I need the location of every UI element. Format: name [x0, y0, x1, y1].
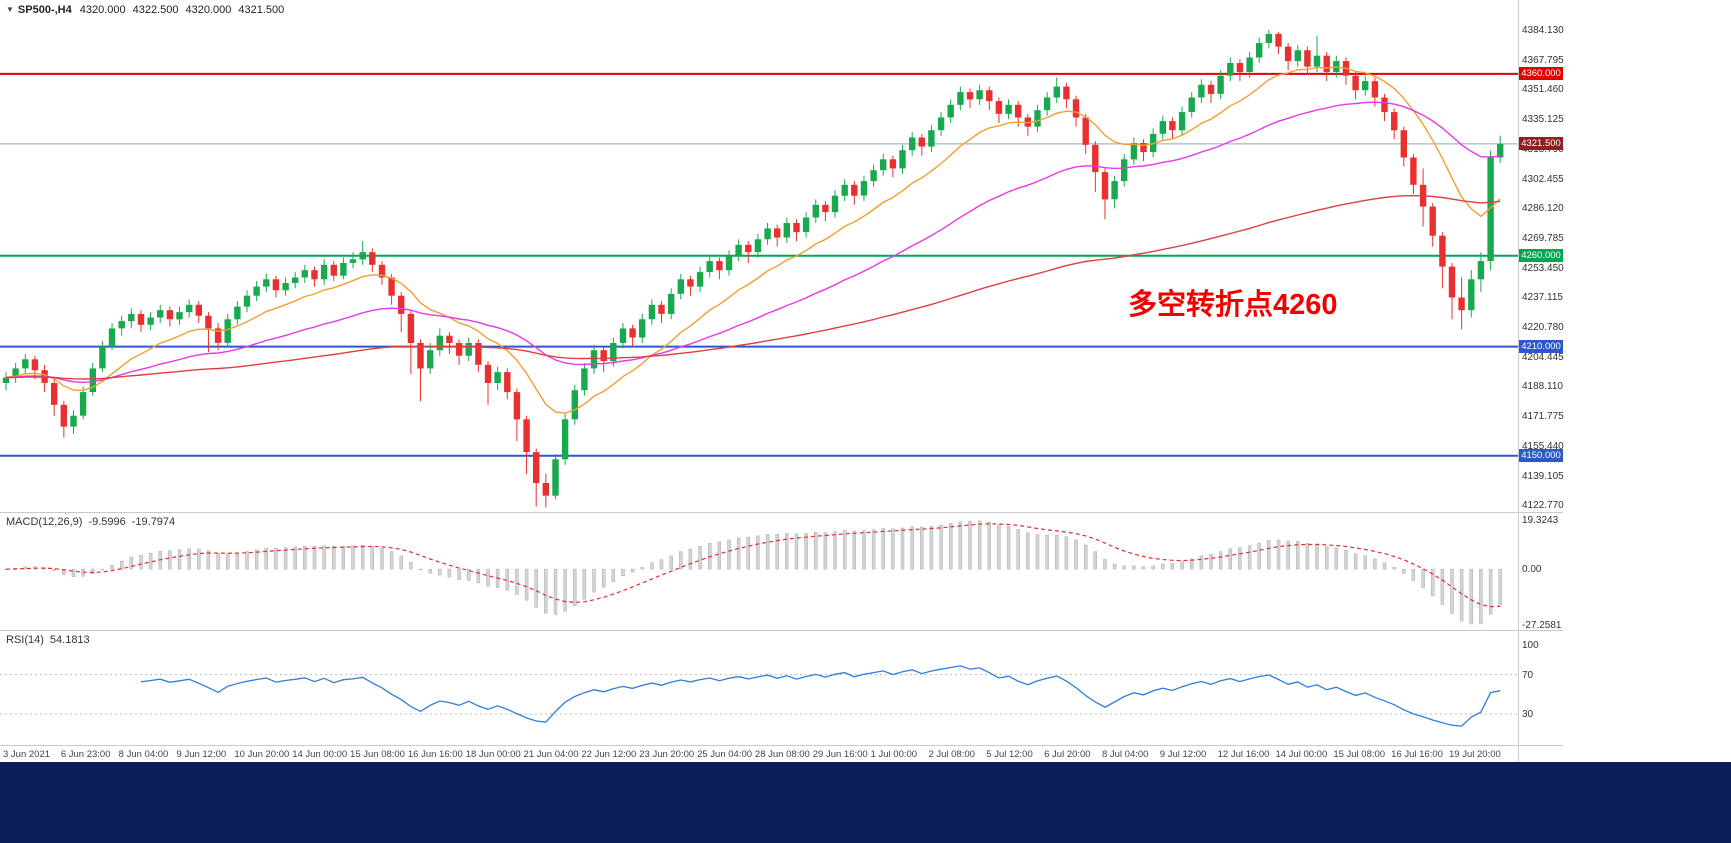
- time-axis-tick: 6 Jun 23:00: [60, 749, 111, 760]
- price-axis-tick: 4367.795: [1522, 54, 1564, 66]
- price-line-badge: 4260.000: [1519, 249, 1563, 263]
- price-axis-tick: 4384.130: [1522, 25, 1564, 36]
- time-axis-tick: 6 Jul 20:00: [1044, 749, 1091, 760]
- price-line-badge: 4150.000: [1519, 449, 1563, 463]
- chart-header: ▼ SP500-,H4 4320.000 4322.500 4320.000 4321.5…: [6, 4, 291, 16]
- time-axis-tick: 15 Jun 08:00: [350, 749, 405, 760]
- rsi-axis-tick: 30: [1522, 708, 1534, 720]
- price-axis-tick: 4286.120: [1522, 203, 1564, 215]
- time-axis-tick: 3 Jun 2021: [3, 749, 51, 760]
- rsi-axis-tick: 100: [1522, 640, 1539, 651]
- price-axis-tick: 4204.445: [1522, 351, 1564, 363]
- time-axis-tick: 16 Jul 16:00: [1391, 749, 1443, 760]
- time-axis-tick: 29 Jun 16:00: [812, 749, 868, 760]
- time-axis-tick: 19 Jul 20:00: [1449, 749, 1501, 760]
- rsi-axis-tick: 70: [1522, 669, 1534, 681]
- time-axis-tick: 14 Jul 00:00: [1275, 749, 1328, 760]
- price-axis-tick: 4171.775: [1522, 411, 1564, 423]
- fast-ma-line: [5, 66, 1501, 414]
- time-axis-tick: 22 Jun 12:00: [581, 749, 637, 760]
- candles-layer: [2, 30, 1504, 508]
- macd-indicator-label: MACD(12,26,9) -9.5996 -19.7974: [6, 516, 175, 528]
- macd-layer: [4, 520, 1502, 625]
- ohlc-close: 4321.500: [238, 4, 285, 16]
- time-axis-tick: 8 Jun 04:00: [118, 749, 169, 760]
- macd-axis-tick: 0.00: [1522, 564, 1542, 576]
- macd-main-value: -9.5996: [88, 516, 126, 528]
- medium-ma-line: [5, 101, 1501, 384]
- price-axis-tick: 4237.115: [1522, 292, 1563, 304]
- time-axis-tick: 10 Jun 20:00: [234, 749, 290, 760]
- ohlc-open: 4320.000: [79, 4, 126, 16]
- time-axis-tick: 2 Jul 08:00: [928, 749, 975, 760]
- time-axis-tick: 8 Jul 04:00: [1101, 749, 1149, 760]
- price-line-badge: 4210.000: [1519, 340, 1563, 354]
- price-line-badge: 4321.500: [1519, 137, 1563, 151]
- price-axis-tick: 4220.780: [1522, 322, 1564, 333]
- rsi-line: [140, 665, 1501, 727]
- time-axis-tick: 15 Jul 08:00: [1333, 749, 1386, 760]
- price-axis-tick: 4139.105: [1522, 470, 1564, 482]
- ohlc-low: 4320.000: [185, 4, 232, 16]
- time-axis-tick: 9 Jul 12:00: [1159, 749, 1207, 760]
- annotation-text: 多空转折点4260: [1128, 289, 1338, 321]
- time-axis-tick: 23 Jun 20:00: [639, 749, 695, 760]
- slow-ma-line: [5, 194, 1501, 380]
- rsi-indicator-label: RSI(14) 54.1813: [6, 634, 90, 646]
- time-axis-tick: 5 Jul 12:00: [986, 749, 1033, 760]
- symbol-label: SP500-,H4: [17, 4, 72, 16]
- time-axis-tick: 9 Jun 12:00: [176, 749, 227, 760]
- macd-signal-line: [5, 523, 1501, 608]
- time-axis-tick: 16 Jun 16:00: [407, 749, 463, 760]
- price-axis-tick: 4302.455: [1522, 173, 1564, 185]
- macd-axis-tick: -27.2581: [1522, 620, 1562, 631]
- symbol-dropdown-icon[interactable]: ▼: [6, 5, 14, 14]
- price-axis-tick: 4155.440: [1522, 440, 1564, 452]
- time-axis-tick: 1 Jul 00:00: [870, 749, 918, 760]
- time-axis-tick: 12 Jul 16:00: [1217, 749, 1270, 760]
- time-axis-tick: 14 Jun 00:00: [292, 749, 348, 760]
- time-axis-tick: 18 Jun 00:00: [465, 749, 521, 760]
- price-axis-tick: 4122.770: [1522, 500, 1564, 512]
- chart-canvas[interactable]: [0, 0, 1731, 762]
- time-axis-tick: 28 Jun 08:00: [754, 749, 810, 760]
- price-axis-tick: 4269.785: [1522, 232, 1564, 244]
- rsi-value: 54.1813: [49, 634, 90, 646]
- time-axis-tick: 25 Jun 04:00: [697, 749, 753, 760]
- macd-signal-value: -19.7974: [131, 516, 176, 528]
- rsi-name: RSI(14): [6, 634, 44, 646]
- macd-axis-tick: 19.3243: [1522, 515, 1559, 526]
- ohlc-high: 4322.500: [132, 4, 179, 16]
- price-axis-tick: 4335.125: [1522, 114, 1564, 126]
- price-axis-tick: 4351.460: [1522, 84, 1564, 96]
- price-axis-tick: 4188.110: [1522, 381, 1563, 393]
- price-axis-tick: 4253.450: [1522, 262, 1564, 274]
- footer-bar: [0, 762, 1731, 843]
- time-axis-tick: 21 Jun 04:00: [523, 749, 579, 760]
- macd-name: MACD(12,26,9): [6, 516, 83, 528]
- price-line-badge: 4360.000: [1519, 67, 1563, 81]
